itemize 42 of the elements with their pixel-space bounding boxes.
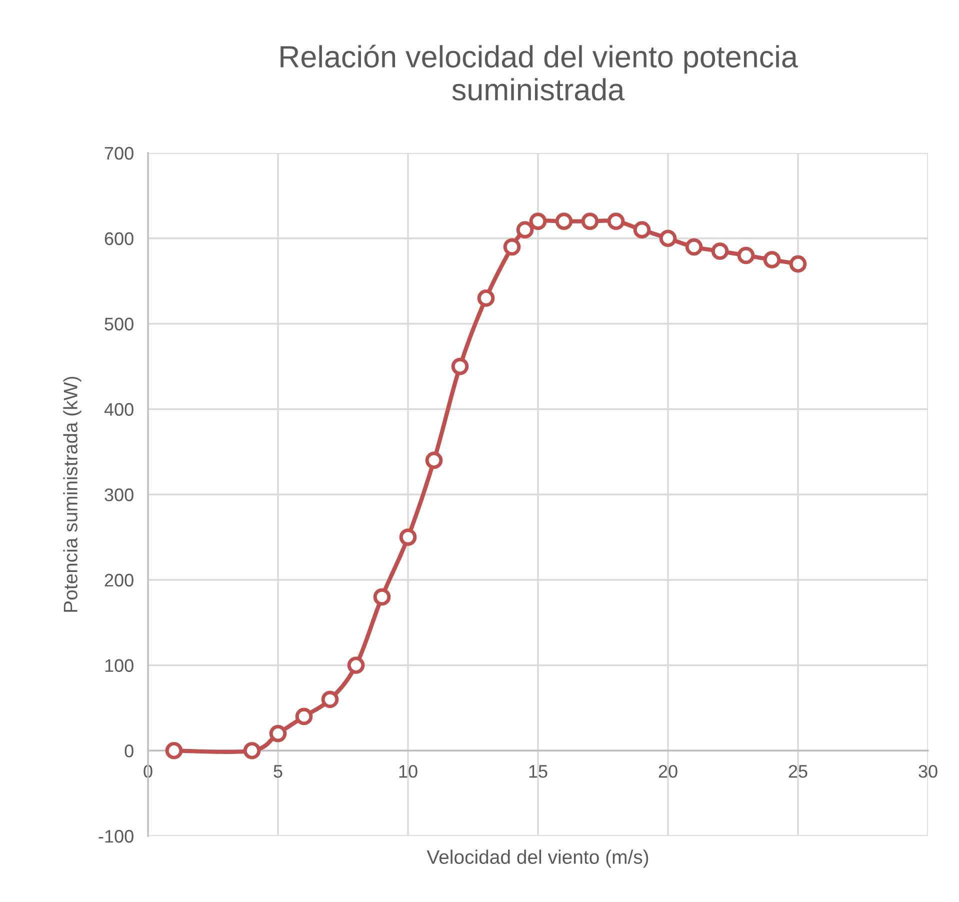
x-tick-label: 25 — [788, 764, 808, 778]
point — [477, 289, 495, 307]
x-tick-label: 10 — [399, 764, 418, 778]
y-tick-label: 700 — [104, 146, 134, 160]
chart-title: Relación velocidad del viento potencia suministrada — [280, 44, 798, 101]
x-tick-label: 20 — [658, 764, 678, 778]
point — [581, 212, 599, 230]
point — [243, 742, 261, 760]
point — [737, 246, 755, 264]
point — [711, 242, 729, 260]
y-tick-label: -100 — [98, 830, 134, 843]
point — [555, 212, 573, 230]
x-tick-label: 5 — [274, 765, 282, 778]
point — [425, 452, 443, 470]
y-tick-label: 600 — [104, 232, 134, 246]
point — [503, 238, 521, 256]
point — [165, 742, 183, 760]
point — [763, 251, 781, 268]
y-tick-label: 200 — [104, 574, 134, 587]
point — [659, 230, 677, 248]
point — [347, 656, 365, 674]
point — [685, 238, 703, 256]
x-tick-label: 15 — [529, 765, 548, 778]
y-tick-label: 100 — [105, 659, 134, 672]
y-tick-label: 0 — [124, 744, 134, 758]
point — [451, 358, 469, 376]
point — [295, 708, 313, 726]
x-tick-label: 30 — [918, 764, 938, 778]
point — [321, 690, 339, 708]
y-tick-label: 300 — [104, 488, 134, 502]
y-axis-title: Potencia suministrada (kW) — [63, 376, 82, 612]
point — [633, 221, 651, 239]
y-tick-label: 500 — [104, 318, 134, 330]
point — [399, 528, 417, 546]
x-axis-title: Velocidad del viento (m/s) — [426, 850, 648, 868]
y-tick-label: 400 — [104, 403, 134, 416]
point — [516, 221, 534, 239]
point — [789, 255, 807, 273]
point — [607, 212, 625, 230]
point — [529, 212, 547, 230]
point — [373, 588, 391, 606]
point — [269, 724, 287, 742]
